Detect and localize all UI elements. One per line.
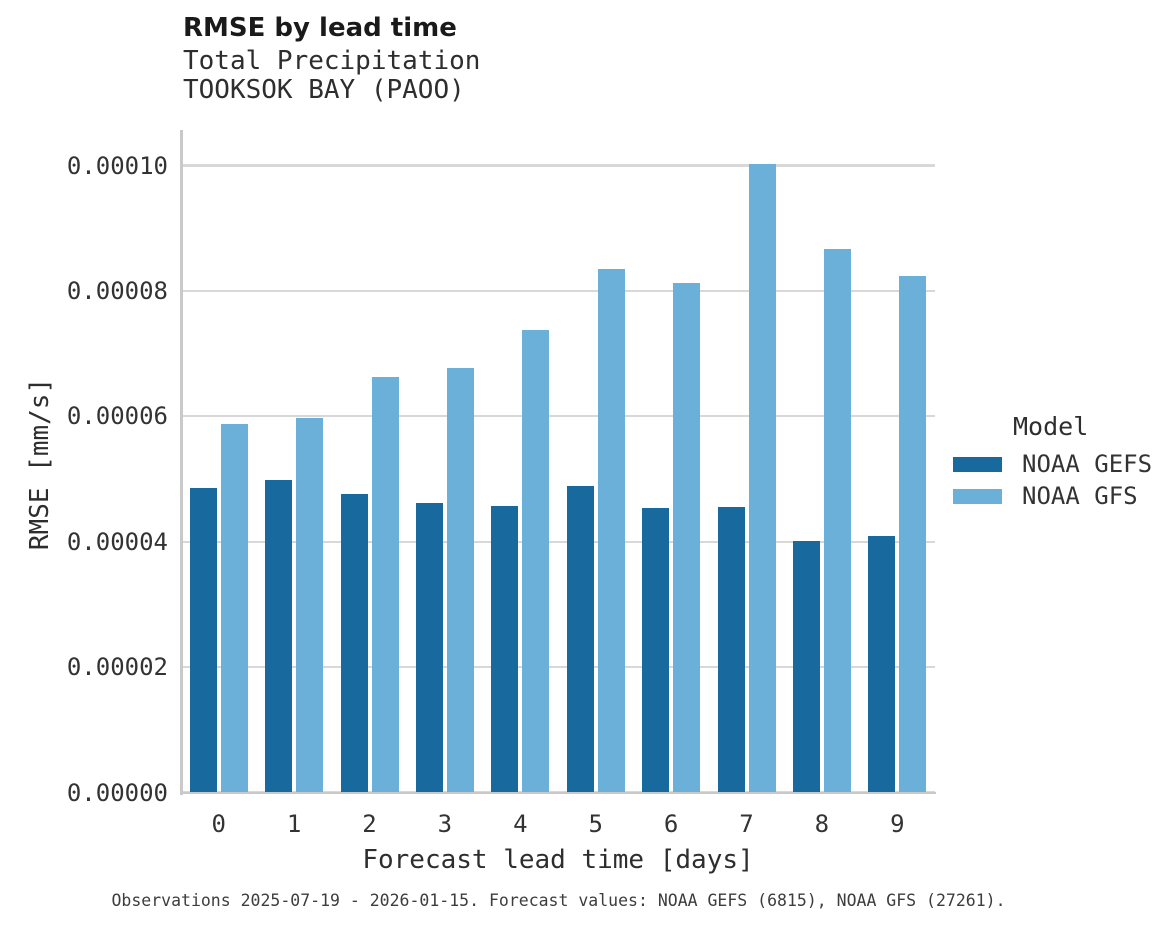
gridline bbox=[181, 415, 935, 418]
bar-noaa-gfs-lead-0 bbox=[220, 424, 248, 793]
caption: Observations 2025-07-19 - 2026-01-15. Fo… bbox=[111, 891, 1006, 910]
bar-noaa-gefs-lead-8 bbox=[792, 541, 820, 793]
bar-noaa-gefs-lead-0 bbox=[189, 487, 217, 793]
bar-noaa-gfs-lead-4 bbox=[522, 329, 550, 793]
x-axis-label: Forecast lead time [days] bbox=[362, 845, 754, 875]
legend-item: NOAA GFS bbox=[953, 484, 1138, 508]
y-tick-label: 0.00008 bbox=[66, 276, 168, 305]
gridline bbox=[181, 540, 935, 543]
x-axis-spine bbox=[180, 792, 937, 795]
bar-noaa-gfs-lead-9 bbox=[899, 276, 927, 793]
bar-noaa-gefs-lead-4 bbox=[491, 505, 519, 793]
bar-noaa-gfs-lead-7 bbox=[748, 164, 776, 793]
x-tick-label: 1 bbox=[286, 810, 302, 838]
y-tick-label: 0.00010 bbox=[66, 151, 168, 180]
y-axis-spine bbox=[180, 130, 183, 795]
x-tick-label: 6 bbox=[663, 810, 679, 838]
y-tick-label: 0.00002 bbox=[66, 653, 168, 682]
x-tick-label: 3 bbox=[437, 810, 453, 838]
bar-noaa-gfs-lead-1 bbox=[296, 418, 324, 793]
bar-noaa-gefs-lead-5 bbox=[566, 485, 594, 793]
legend-title: Model bbox=[1013, 412, 1089, 441]
gridline bbox=[181, 164, 935, 167]
bar-noaa-gefs-lead-3 bbox=[415, 502, 443, 793]
y-tick-label: 0.00004 bbox=[66, 527, 168, 556]
x-tick-label: 2 bbox=[362, 810, 377, 838]
chart-subtitle-station: TOOKSOK BAY (PAOO) bbox=[183, 75, 465, 105]
bar-noaa-gefs-lead-9 bbox=[868, 536, 896, 793]
legend-label-noaa-gfs: NOAA GFS bbox=[1022, 482, 1138, 510]
bar-noaa-gefs-lead-7 bbox=[717, 506, 745, 793]
x-tick-label: 7 bbox=[739, 810, 754, 838]
x-tick-label: 4 bbox=[513, 810, 528, 838]
bar-noaa-gefs-lead-6 bbox=[642, 508, 670, 793]
gridline bbox=[181, 289, 935, 292]
bar-noaa-gefs-lead-2 bbox=[340, 494, 368, 793]
bar-noaa-gefs-lead-1 bbox=[265, 479, 293, 793]
gridline bbox=[181, 666, 935, 669]
bar-noaa-gfs-lead-3 bbox=[446, 368, 474, 793]
legend-item: NOAA GEFS bbox=[953, 452, 1152, 476]
chart-subtitle-variable: Total Precipitation bbox=[183, 46, 481, 76]
x-tick-label: 8 bbox=[814, 810, 830, 838]
legend-swatch-noaa-gefs bbox=[953, 456, 1002, 472]
bar-noaa-gfs-lead-8 bbox=[823, 248, 851, 793]
bar-noaa-gfs-lead-5 bbox=[597, 268, 625, 793]
bar-noaa-gfs-lead-6 bbox=[673, 283, 701, 793]
chart-title: RMSE by lead time bbox=[183, 13, 457, 43]
y-tick-label: 0.00000 bbox=[66, 778, 168, 807]
x-tick-label: 9 bbox=[890, 810, 905, 838]
bar-noaa-gfs-lead-2 bbox=[371, 376, 399, 793]
legend-swatch-noaa-gfs bbox=[953, 488, 1002, 504]
x-tick-label: 5 bbox=[588, 810, 603, 838]
legend-label-noaa-gefs: NOAA GEFS bbox=[1022, 450, 1153, 478]
y-tick-label: 0.00006 bbox=[66, 402, 168, 431]
y-axis-label: RMSE [mm/s] bbox=[25, 377, 55, 551]
x-tick-label: 0 bbox=[211, 810, 226, 838]
